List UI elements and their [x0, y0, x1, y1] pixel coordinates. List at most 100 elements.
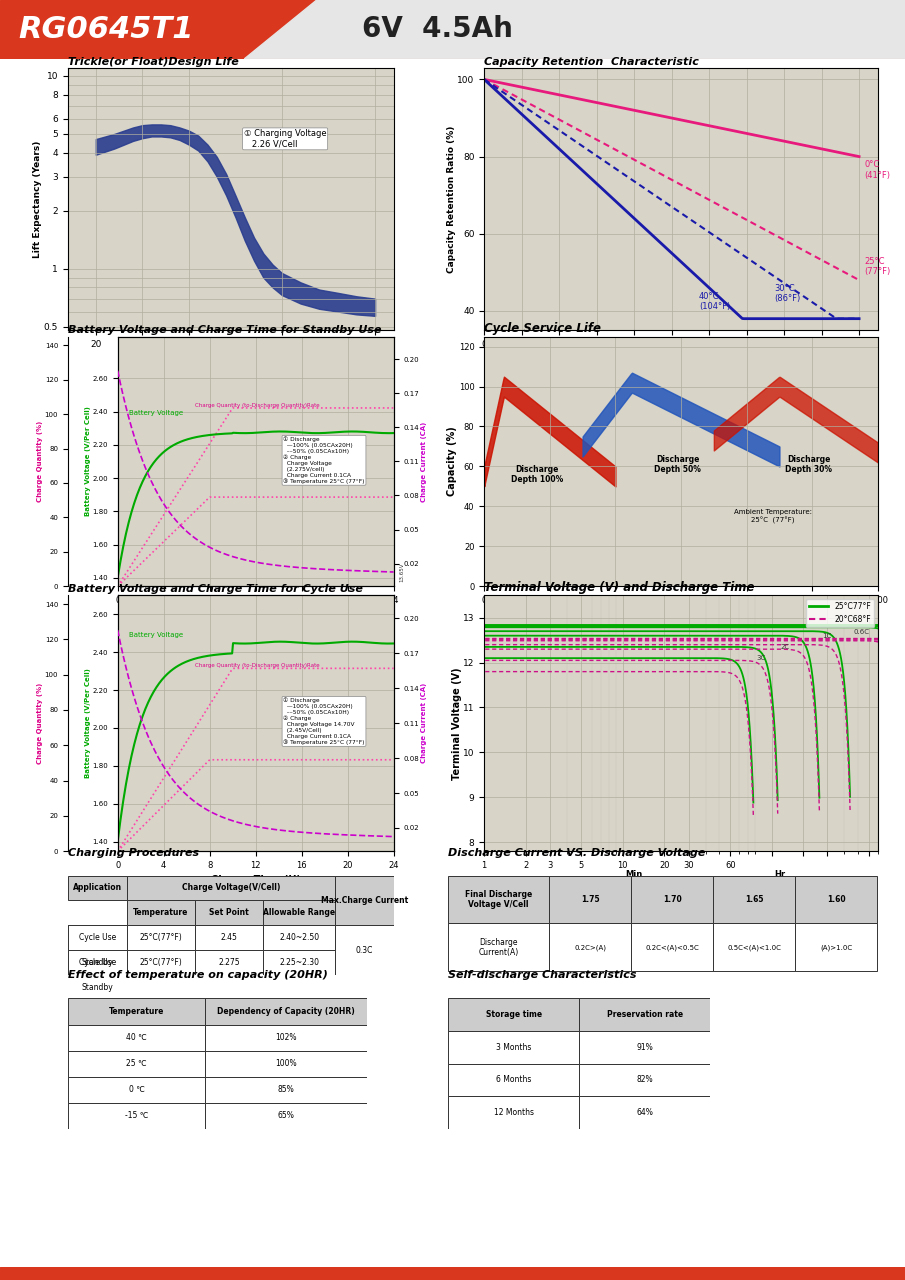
Bar [579, 998, 710, 1032]
Bar [631, 876, 713, 923]
Bar [195, 925, 263, 950]
Text: 100%: 100% [275, 1059, 297, 1069]
Text: -15 ℃: -15 ℃ [125, 1111, 148, 1120]
Text: 0.6C: 0.6C [853, 628, 869, 635]
Text: Battery Voltage and Charge Time for Cycle Use: Battery Voltage and Charge Time for Cycl… [68, 584, 363, 594]
X-axis label: Charge Time (H): Charge Time (H) [211, 611, 300, 621]
Text: Discharge Current VS. Discharge Voltage: Discharge Current VS. Discharge Voltage [448, 847, 705, 858]
Text: Max.Charge Current: Max.Charge Current [320, 896, 408, 905]
Bar [448, 923, 549, 972]
Text: 2C: 2C [781, 644, 790, 650]
Text: 2.275: 2.275 [218, 959, 240, 968]
Text: Self-discharge Characteristics: Self-discharge Characteristics [448, 970, 636, 980]
Bar [579, 1096, 710, 1129]
Bar [205, 1024, 367, 1051]
Text: 0.3C: 0.3C [356, 946, 373, 955]
Text: 0 ℃: 0 ℃ [129, 1085, 145, 1094]
Text: Battery Voltage: Battery Voltage [129, 410, 184, 416]
Text: 91%: 91% [636, 1043, 653, 1052]
Bar [68, 1103, 205, 1129]
Text: Charge Quantity (to-Discharge Quantity)Rate: Charge Quantity (to-Discharge Quantity)R… [195, 663, 319, 668]
Text: Discharge
Depth 100%: Discharge Depth 100% [510, 465, 563, 484]
Bar [127, 925, 195, 950]
Legend: 25°C77°F, 20°C68°F: 25°C77°F, 20°C68°F [806, 599, 874, 627]
Text: Charge Voltage(V/Cell): Charge Voltage(V/Cell) [182, 883, 280, 892]
Text: 2.45: 2.45 [221, 933, 238, 942]
Text: 0.5C<(A)<1.0C: 0.5C<(A)<1.0C [728, 945, 781, 951]
Text: (A)>1.0C: (A)>1.0C [820, 945, 853, 951]
Text: 30°C
(86°F): 30°C (86°F) [775, 284, 801, 303]
Text: Final Discharge
Voltage V/Cell: Final Discharge Voltage V/Cell [465, 890, 532, 909]
Text: 65%: 65% [278, 1111, 294, 1120]
Text: Hr: Hr [774, 870, 785, 879]
Text: Battery Voltage: Battery Voltage [129, 632, 184, 637]
Text: ① Discharge
  —100% (0.05CAx20H)
  ––50% (0.05CAx10H)
② Charge
  Charge Voltage : ① Discharge —100% (0.05CAx20H) ––50% (0.… [283, 698, 365, 745]
Text: 82%: 82% [636, 1075, 653, 1084]
Bar [195, 901, 263, 925]
Text: Temperature: Temperature [109, 1007, 164, 1016]
Text: 0°C
(41°F): 0°C (41°F) [865, 160, 891, 180]
Y-axis label: Charge Quantity (%): Charge Quantity (%) [37, 421, 43, 502]
Text: Set Point: Set Point [209, 909, 249, 918]
Text: 25 ℃: 25 ℃ [127, 1059, 147, 1069]
Text: Cycle Service Life: Cycle Service Life [484, 323, 601, 335]
Text: Effect of temperature on capacity (20HR): Effect of temperature on capacity (20HR) [68, 970, 328, 980]
Y-axis label: Capacity (%): Capacity (%) [447, 426, 457, 497]
Bar [549, 923, 631, 972]
Text: Discharge
Current(A): Discharge Current(A) [479, 938, 519, 957]
Y-axis label: Battery Voltage (V/Per Cell): Battery Voltage (V/Per Cell) [85, 668, 90, 778]
Text: Discharge
Depth 30%: Discharge Depth 30% [786, 454, 833, 475]
Bar [205, 1076, 367, 1103]
Bar [205, 1051, 367, 1076]
Bar [127, 876, 335, 901]
Text: RG0645T1: RG0645T1 [18, 15, 194, 44]
Y-axis label: Charge Quantity (%): Charge Quantity (%) [37, 682, 43, 764]
Bar [631, 923, 713, 972]
Text: 13.65V: 13.65V [399, 563, 405, 582]
Text: 102%: 102% [275, 1033, 297, 1042]
Text: Charge Quantity (to-Discharge Quantity)Rate: Charge Quantity (to-Discharge Quantity)R… [195, 402, 319, 407]
Text: 2.40~2.50: 2.40~2.50 [279, 933, 319, 942]
Text: Cycle Use: Cycle Use [79, 933, 116, 942]
Bar [263, 901, 335, 925]
Text: Trickle(or Float)Design Life: Trickle(or Float)Design Life [68, 56, 239, 67]
Bar [335, 925, 394, 975]
Y-axis label: Terminal Voltage (V): Terminal Voltage (V) [452, 667, 462, 780]
Polygon shape [244, 0, 905, 59]
Text: Charging Procedures: Charging Procedures [68, 847, 199, 858]
Text: 2.25~2.30: 2.25~2.30 [280, 959, 319, 968]
Text: Terminal Voltage (V) and Discharge Time: Terminal Voltage (V) and Discharge Time [484, 581, 755, 594]
Text: Dependency of Capacity (20HR): Dependency of Capacity (20HR) [217, 1007, 355, 1016]
Text: 40 ℃: 40 ℃ [126, 1033, 147, 1042]
Bar [448, 1064, 579, 1096]
Bar [579, 1032, 710, 1064]
Y-axis label: Charge Current (CA): Charge Current (CA) [421, 684, 426, 763]
Text: ① Charging Voltage
   2.26 V/Cell: ① Charging Voltage 2.26 V/Cell [243, 129, 327, 148]
Bar [68, 998, 205, 1024]
Y-axis label: Lift Expectancy (Years): Lift Expectancy (Years) [33, 141, 43, 257]
Bar [263, 925, 335, 950]
Text: 3C: 3C [757, 655, 766, 662]
Text: Ambient Temperature:
25°C  (77°F): Ambient Temperature: 25°C (77°F) [734, 509, 812, 524]
Text: 6V  4.5Ah: 6V 4.5Ah [362, 15, 513, 44]
Text: Battery Voltage and Charge Time for Standby Use: Battery Voltage and Charge Time for Stan… [68, 325, 381, 335]
Bar [68, 876, 127, 901]
Bar [127, 950, 195, 975]
Bar [68, 925, 127, 950]
Text: Storage time: Storage time [485, 1010, 542, 1019]
Text: 1.65: 1.65 [745, 895, 764, 904]
Text: 6 Months: 6 Months [496, 1075, 531, 1084]
Text: 25°C(77°F): 25°C(77°F) [139, 959, 182, 968]
Y-axis label: Charge Current (CA): Charge Current (CA) [421, 421, 426, 502]
Text: Standby: Standby [81, 959, 113, 968]
Text: Allowable Range: Allowable Range [263, 909, 335, 918]
Bar [335, 876, 394, 925]
Text: 25°C
(77°F): 25°C (77°F) [865, 257, 891, 276]
X-axis label: Storage Period (Month): Storage Period (Month) [616, 355, 746, 365]
Text: 1C: 1C [823, 634, 832, 639]
Text: Cycle Use: Cycle Use [79, 959, 116, 968]
Text: Discharge Time (Min): Discharge Time (Min) [626, 886, 736, 895]
Bar [263, 950, 335, 975]
Text: 0.2C<(A)<0.5C: 0.2C<(A)<0.5C [645, 945, 699, 951]
Bar [448, 998, 579, 1032]
